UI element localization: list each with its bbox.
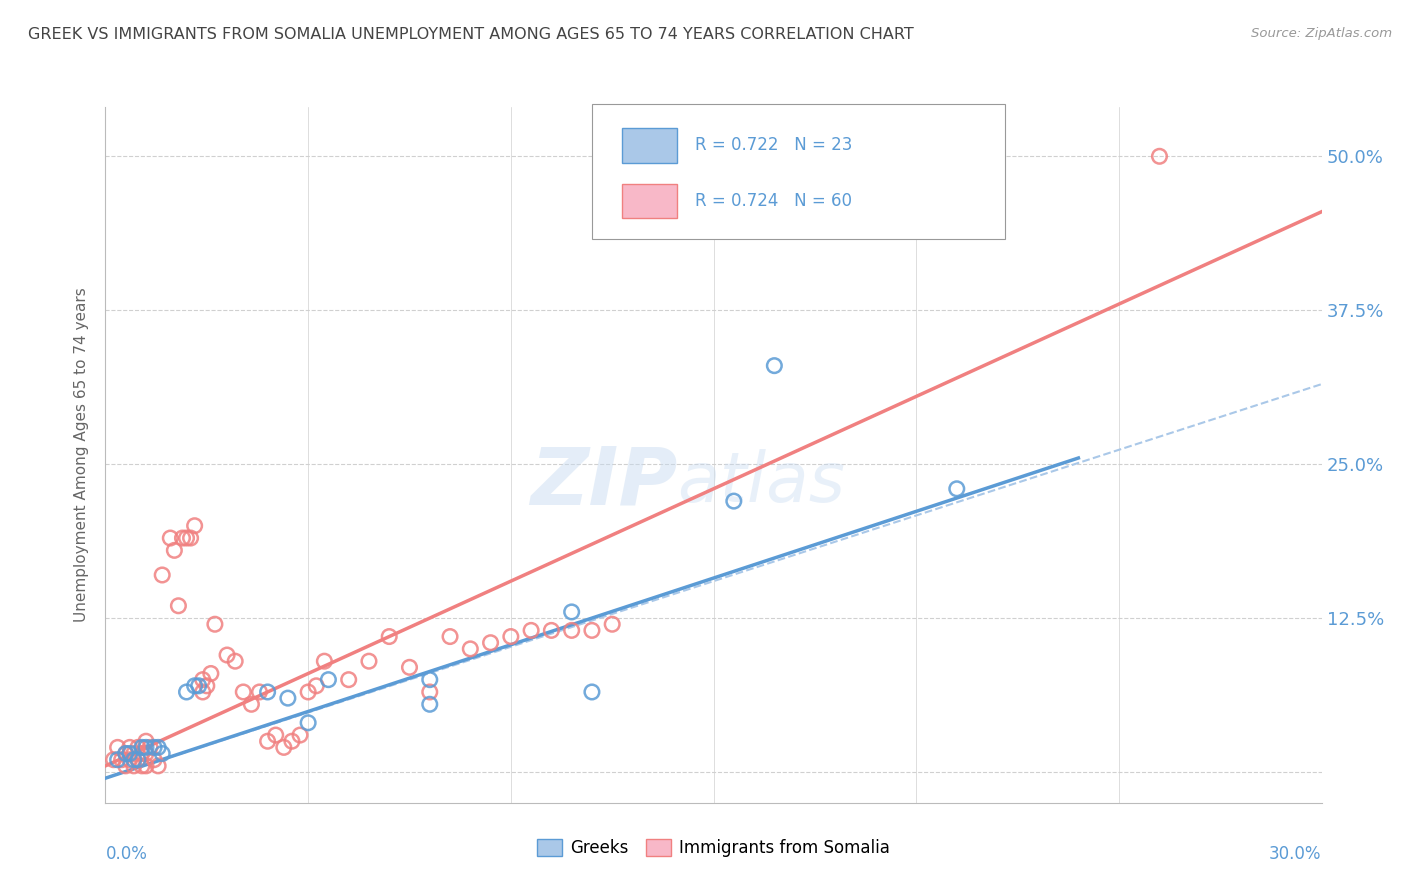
Point xyxy=(135,734,157,748)
Text: ZIP: ZIP xyxy=(530,443,678,522)
Point xyxy=(378,630,401,644)
Legend: Greeks, Immigrants from Somalia: Greeks, Immigrants from Somalia xyxy=(530,832,897,864)
Point xyxy=(763,359,786,373)
Point xyxy=(217,648,239,662)
FancyBboxPatch shape xyxy=(623,184,678,219)
Point xyxy=(273,740,295,755)
Point xyxy=(357,654,380,668)
Point xyxy=(581,685,603,699)
Point xyxy=(139,740,162,755)
Point xyxy=(159,531,181,545)
Text: 30.0%: 30.0% xyxy=(1270,845,1322,863)
Point xyxy=(135,747,157,761)
Point xyxy=(107,740,129,755)
Point xyxy=(118,740,141,755)
Point xyxy=(131,759,153,773)
Text: atlas: atlas xyxy=(678,450,845,516)
Point xyxy=(249,685,271,699)
Point xyxy=(723,494,745,508)
Point xyxy=(256,685,278,699)
Point xyxy=(111,753,134,767)
Point xyxy=(118,747,141,761)
Point xyxy=(305,679,328,693)
Point xyxy=(288,728,311,742)
Point xyxy=(439,630,461,644)
Point xyxy=(337,673,360,687)
Point xyxy=(561,605,583,619)
Point xyxy=(458,641,481,656)
Point xyxy=(204,617,226,632)
Point xyxy=(945,482,967,496)
Point xyxy=(180,531,202,545)
Point xyxy=(1149,149,1171,163)
Point xyxy=(122,753,145,767)
FancyBboxPatch shape xyxy=(592,103,1005,239)
Point xyxy=(146,759,169,773)
Point xyxy=(146,740,169,755)
Point xyxy=(191,685,214,699)
Point xyxy=(419,685,441,699)
Text: Source: ZipAtlas.com: Source: ZipAtlas.com xyxy=(1251,27,1392,40)
Point xyxy=(143,740,166,755)
Point xyxy=(191,673,214,687)
Point xyxy=(297,715,319,730)
Point xyxy=(135,740,157,755)
Point xyxy=(122,747,145,761)
Point xyxy=(167,599,190,613)
Point xyxy=(419,673,441,687)
Point xyxy=(107,753,129,767)
Point xyxy=(195,679,218,693)
Point xyxy=(600,617,623,632)
Point xyxy=(163,543,186,558)
Point xyxy=(114,747,136,761)
Point xyxy=(143,753,166,767)
Point xyxy=(479,636,502,650)
Point xyxy=(314,654,336,668)
Point xyxy=(172,531,194,545)
Point xyxy=(232,685,254,699)
Point xyxy=(127,753,149,767)
Text: 0.0%: 0.0% xyxy=(105,845,148,863)
Text: GREEK VS IMMIGRANTS FROM SOMALIA UNEMPLOYMENT AMONG AGES 65 TO 74 YEARS CORRELAT: GREEK VS IMMIGRANTS FROM SOMALIA UNEMPLO… xyxy=(28,27,914,42)
Point xyxy=(131,740,153,755)
Point xyxy=(256,734,278,748)
Point xyxy=(183,679,205,693)
Point xyxy=(277,691,299,706)
Point xyxy=(122,759,145,773)
Point xyxy=(398,660,420,674)
Point xyxy=(118,753,141,767)
Point xyxy=(127,753,149,767)
Point xyxy=(176,531,198,545)
Point xyxy=(200,666,222,681)
Point xyxy=(520,624,543,638)
Point xyxy=(103,753,125,767)
Point xyxy=(297,685,319,699)
Point xyxy=(264,728,287,742)
Point xyxy=(114,747,136,761)
Point xyxy=(176,685,198,699)
Y-axis label: Unemployment Among Ages 65 to 74 years: Unemployment Among Ages 65 to 74 years xyxy=(75,287,90,623)
Point xyxy=(581,624,603,638)
Point xyxy=(318,673,340,687)
Point xyxy=(540,624,562,638)
Point xyxy=(240,698,263,712)
Point xyxy=(419,698,441,712)
FancyBboxPatch shape xyxy=(623,128,678,162)
Point xyxy=(499,630,522,644)
Point xyxy=(281,734,304,748)
Point xyxy=(150,568,173,582)
Point xyxy=(135,759,157,773)
Point xyxy=(224,654,246,668)
Point xyxy=(150,747,173,761)
Text: R = 0.724   N = 60: R = 0.724 N = 60 xyxy=(696,192,852,210)
Point xyxy=(187,679,209,693)
Point xyxy=(131,747,153,761)
Point xyxy=(127,740,149,755)
Text: R = 0.722   N = 23: R = 0.722 N = 23 xyxy=(696,136,852,154)
Point xyxy=(114,759,136,773)
Point xyxy=(183,518,205,533)
Point xyxy=(561,624,583,638)
